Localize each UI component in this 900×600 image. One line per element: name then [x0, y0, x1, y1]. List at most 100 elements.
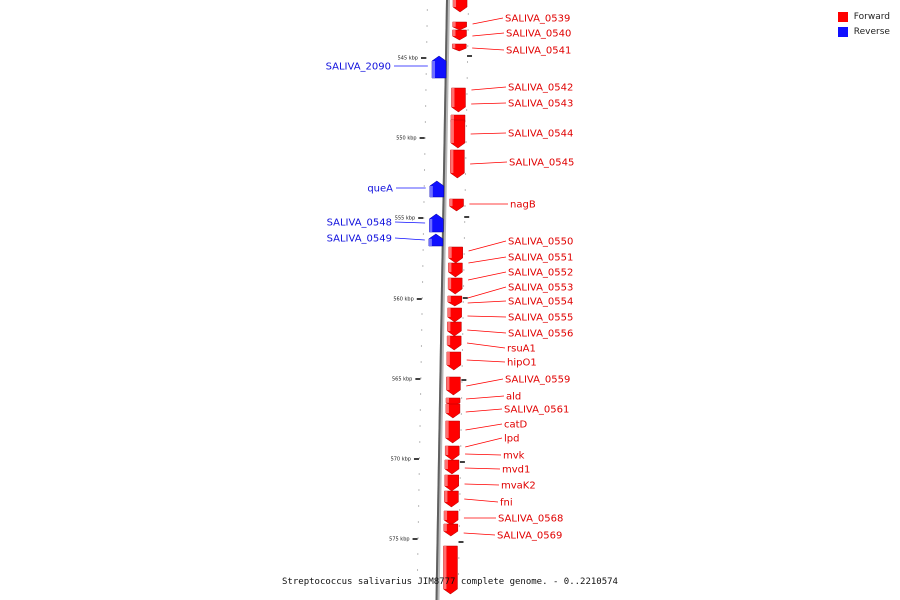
tick-label: 555 kbp — [395, 216, 415, 222]
forward-gene-label: SALIVA_0543 — [508, 99, 573, 110]
forward-gene-connector — [465, 408, 503, 413]
tick-label: 565 kbp — [392, 377, 412, 383]
reverse-gene-label: SALIVA_0549 — [327, 234, 392, 245]
forward-gene-label: mvd1 — [502, 465, 530, 476]
forward-gene-connector — [465, 437, 503, 448]
reverse-gene-connector — [394, 221, 426, 224]
gene-highlight — [444, 460, 448, 469]
gene-highlight — [446, 352, 450, 365]
gene-highlight — [450, 120, 454, 143]
forward-gene-connector — [464, 467, 501, 470]
forward-gene-label: SALIVA_0569 — [497, 531, 562, 542]
forward-gene-connector — [468, 240, 507, 252]
forward-gene-label: mvaK2 — [501, 481, 536, 492]
gene-highlight — [447, 296, 451, 302]
forward-gene-label: SALIVA_0561 — [504, 405, 569, 416]
forward-gene-connector — [472, 17, 504, 25]
forward-gene-connector — [464, 498, 499, 503]
forward-gene-connector — [464, 483, 500, 486]
forward-gene-connector — [472, 47, 505, 51]
forward-gene-label: fni — [500, 498, 513, 509]
gene-highlight — [450, 150, 454, 173]
forward-gene-connector — [472, 32, 505, 37]
reverse-gene-label: queA — [367, 184, 393, 195]
forward-gene-label: lpd — [504, 434, 519, 445]
forward-gene-connector — [463, 532, 496, 536]
forward-gene-connector — [471, 102, 507, 105]
forward-gene-connector — [465, 453, 502, 456]
forward-gene-connector — [467, 300, 507, 304]
tick-label: 560 kbp — [393, 297, 413, 303]
forward-gene-connector — [465, 395, 505, 400]
gene-highlight — [445, 446, 449, 455]
forward-gene-label: SALIVA_0550 — [508, 237, 573, 248]
forward-gene-connector — [467, 315, 507, 318]
gene-highlight — [443, 546, 447, 589]
genome-caption: Streptococcus salivarius JIM8777 complet… — [282, 577, 618, 587]
gene-highlight — [452, 30, 456, 36]
legend-item-reverse: Reverse — [837, 24, 890, 39]
forward-gene-label: nagB — [510, 200, 536, 211]
legend-forward-label: Forward — [853, 11, 890, 22]
gene-highlight — [447, 322, 451, 331]
tick-label: 575 kbp — [389, 537, 409, 543]
legend: Forward Reverse — [837, 9, 890, 39]
forward-gene-label: rsuA1 — [507, 344, 536, 355]
gene-highlight — [450, 115, 454, 123]
gene-highlight — [452, 22, 456, 27]
forward-gene-label: SALIVA_0544 — [508, 129, 573, 140]
forward-gene-label: SALIVA_0551 — [508, 253, 573, 264]
forward-gene-connector — [466, 342, 506, 349]
genome-backbone — [435, 0, 448, 600]
tick-label: 545 kbp — [398, 56, 418, 62]
gene-highlight — [445, 404, 449, 413]
gene-highlight — [449, 199, 453, 207]
gene-highlight — [448, 278, 452, 289]
gene-highlight — [453, 0, 457, 7]
gene-highlight — [448, 263, 452, 272]
gene-highlight — [446, 398, 450, 403]
forward-gene-label: mvk — [503, 451, 525, 462]
forward-gene-connector — [471, 86, 507, 91]
reverse-swatch — [837, 26, 848, 37]
reverse-gene-label: SALIVA_2090 — [326, 62, 391, 73]
gene-highlight — [447, 308, 451, 317]
forward-gene-connector — [470, 161, 508, 165]
forward-gene-connector — [468, 256, 507, 264]
forward-gene-label: SALIVA_0553 — [508, 283, 573, 294]
forward-swatch — [837, 11, 848, 22]
reverse-gene-connector — [394, 237, 425, 241]
gene-highlight — [451, 88, 455, 107]
reverse-gene-label: SALIVA_0548 — [327, 218, 392, 229]
forward-gene-label: SALIVA_0559 — [505, 375, 570, 386]
forward-gene-connector — [467, 329, 507, 334]
gene-highlight — [447, 336, 451, 345]
gene-highlight — [429, 219, 433, 232]
gene-highlight — [429, 186, 433, 197]
gene-highlight — [448, 247, 452, 258]
legend-item-forward: Forward — [837, 9, 890, 24]
legend-reverse-label: Reverse — [853, 26, 890, 37]
forward-gene-label: SALIVA_0556 — [508, 329, 573, 340]
gene-highlight — [432, 61, 436, 78]
forward-gene-label: SALIVA_0555 — [508, 313, 573, 324]
tick-label: 570 kbp — [391, 457, 411, 463]
forward-gene-connector — [470, 132, 507, 135]
reverse-gene-shape — [431, 55, 447, 79]
gene-highlight — [443, 524, 447, 532]
gene-highlight — [444, 511, 448, 520]
gene-highlight — [444, 491, 448, 502]
reverse-gene-shape — [429, 180, 445, 198]
forward-gene-label: SALIVA_0545 — [509, 158, 574, 169]
forward-gene-label: SALIVA_0539 — [505, 14, 570, 25]
gene-highlight — [444, 475, 448, 486]
forward-gene-label: hipO1 — [507, 358, 537, 369]
forward-gene-label: ald — [506, 392, 521, 403]
forward-gene-connector — [468, 271, 507, 281]
forward-gene-label: SALIVA_0540 — [506, 29, 571, 40]
reverse-gene-shape — [428, 233, 444, 247]
forward-gene-connector — [467, 286, 507, 299]
forward-gene-label: SALIVA_0541 — [506, 46, 571, 57]
forward-gene-connector — [466, 378, 504, 387]
